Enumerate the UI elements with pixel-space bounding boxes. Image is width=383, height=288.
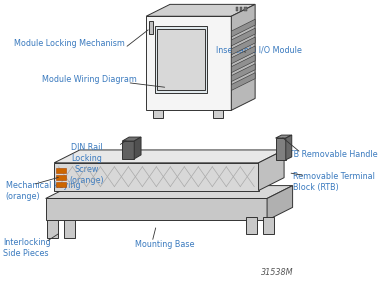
Polygon shape xyxy=(231,28,255,46)
Text: Mechanical keying
(orange): Mechanical keying (orange) xyxy=(6,181,80,201)
Text: 31538M: 31538M xyxy=(261,268,294,277)
Polygon shape xyxy=(236,7,238,11)
Polygon shape xyxy=(122,137,141,141)
Polygon shape xyxy=(231,73,255,90)
Polygon shape xyxy=(231,55,255,73)
Polygon shape xyxy=(231,64,255,82)
Polygon shape xyxy=(155,26,208,92)
Polygon shape xyxy=(134,137,141,159)
Polygon shape xyxy=(276,135,292,138)
Polygon shape xyxy=(64,220,75,238)
Polygon shape xyxy=(263,217,274,234)
Polygon shape xyxy=(276,138,286,160)
Polygon shape xyxy=(259,150,284,191)
Polygon shape xyxy=(157,29,205,90)
Polygon shape xyxy=(286,135,292,160)
Polygon shape xyxy=(54,150,284,163)
Polygon shape xyxy=(231,4,255,110)
Polygon shape xyxy=(149,21,153,34)
Polygon shape xyxy=(54,163,259,191)
Polygon shape xyxy=(56,168,66,173)
Polygon shape xyxy=(146,16,231,110)
Polygon shape xyxy=(231,46,255,64)
Polygon shape xyxy=(240,7,242,11)
Polygon shape xyxy=(153,110,163,118)
Polygon shape xyxy=(267,185,293,220)
Text: Module Locking Mechanism: Module Locking Mechanism xyxy=(14,39,125,48)
Polygon shape xyxy=(47,220,59,238)
Text: Interlocking
Side Pieces: Interlocking Side Pieces xyxy=(3,238,51,258)
Text: Insertable I/O Module: Insertable I/O Module xyxy=(216,46,302,54)
Polygon shape xyxy=(46,185,293,198)
Text: Module Wiring Diagram: Module Wiring Diagram xyxy=(42,75,137,84)
Polygon shape xyxy=(46,198,267,220)
Text: RTB Removable Handle: RTB Removable Handle xyxy=(284,150,378,159)
Text: Removable Terminal
Block (RTB): Removable Terminal Block (RTB) xyxy=(293,172,375,192)
Polygon shape xyxy=(56,182,66,187)
Text: DIN Rail
Locking
Screw
(orange): DIN Rail Locking Screw (orange) xyxy=(69,143,104,185)
Polygon shape xyxy=(231,19,255,37)
Text: Mounting Base: Mounting Base xyxy=(135,240,195,249)
Polygon shape xyxy=(146,4,255,16)
Polygon shape xyxy=(122,141,134,159)
Polygon shape xyxy=(231,37,255,55)
Polygon shape xyxy=(56,175,66,180)
Polygon shape xyxy=(213,110,223,118)
Polygon shape xyxy=(244,7,247,11)
Polygon shape xyxy=(246,217,257,234)
